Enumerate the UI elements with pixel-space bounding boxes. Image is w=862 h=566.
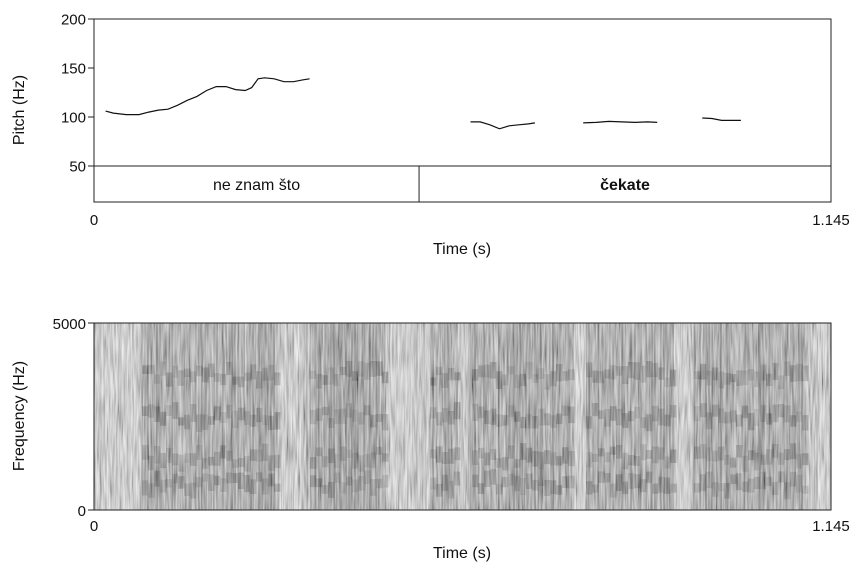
spectrogram-frame	[93, 322, 832, 511]
tier-interval-label-ne-znam-sto: ne znam što	[213, 177, 300, 194]
pitch-contour-segment-3	[583, 120, 658, 124]
tier-interval-label-cekate: čekate	[600, 177, 650, 194]
pitch-contour-segment-4	[702, 117, 741, 121]
spec-x-tick-label-end: 1.145	[812, 518, 850, 535]
pitch-contour-segment-2	[470, 121, 535, 130]
pitch-panel: 50 100 150 200 ne znam što čekate 0 1.145 T…	[11, 12, 850, 259]
pitch-y-tick-label: 150	[61, 61, 86, 78]
spec-x-axis-label: Time (s)	[433, 545, 491, 562]
pitch-y-tick-label: 50	[69, 159, 86, 176]
spectrogram-glottal-striations	[141, 323, 803, 510]
pitch-x-tick-label-end: 1.145	[812, 212, 850, 229]
spec-x-tick-label-start: 0	[90, 518, 98, 535]
pitch-x-axis-label: Time (s)	[433, 241, 491, 258]
pitch-trace	[105, 77, 741, 130]
spectrogram-panel: 5000 0 0 1.145 Time (s) Frequency (Hz)	[11, 316, 850, 562]
pitch-plot-frame	[93, 18, 832, 203]
pitch-y-axis: 50 100 150 200	[61, 12, 94, 176]
spectrogram-image	[94, 323, 831, 510]
pitch-y-tick-label: 100	[61, 110, 86, 127]
pitch-x-tick-label-start: 0	[90, 212, 98, 229]
pitch-y-tick-label: 200	[61, 12, 86, 29]
spec-y-tick-label-top: 5000	[53, 316, 86, 333]
pitch-contour-segment-1	[105, 77, 310, 116]
spec-y-tick-label-bottom: 0	[78, 503, 86, 520]
spec-y-axis-label: Frequency (Hz)	[11, 361, 28, 471]
pitch-y-axis-label: Pitch (Hz)	[11, 75, 28, 145]
